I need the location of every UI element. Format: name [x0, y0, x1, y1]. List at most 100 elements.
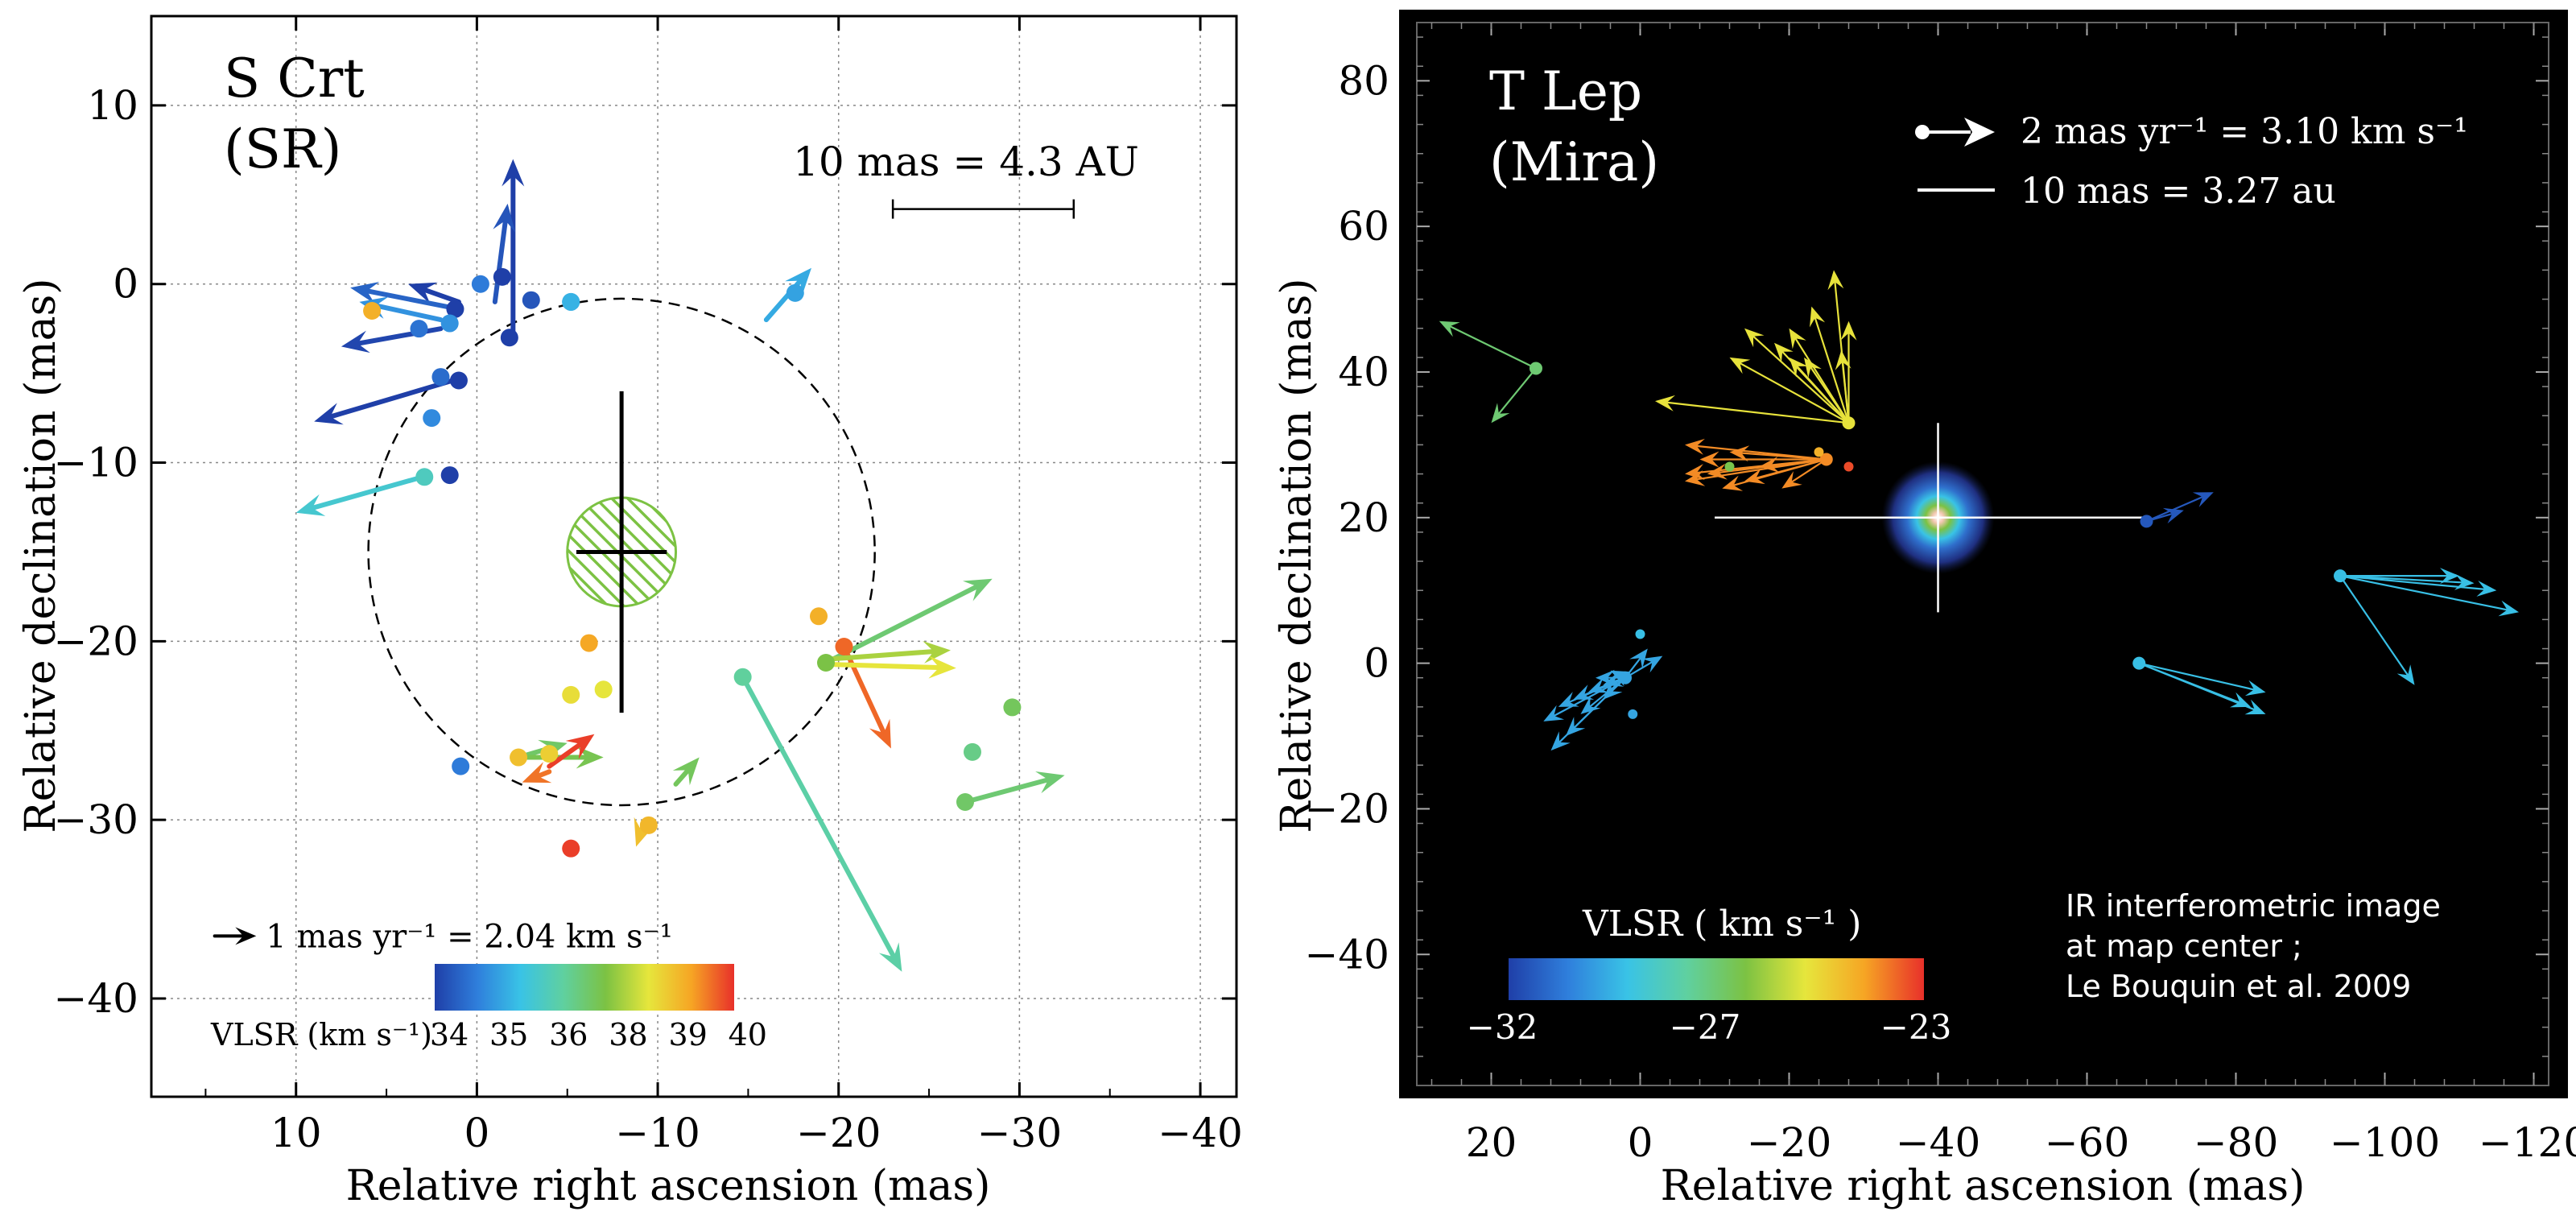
motion-vector [1729, 445, 1827, 462]
y-tick-label: −30 [53, 796, 138, 843]
maser-spot [471, 275, 489, 293]
maser-spot [1619, 671, 1632, 684]
motion-vector [740, 674, 902, 972]
motion-vector [547, 734, 595, 769]
x-tick-label: −40 [1158, 1110, 1243, 1156]
y-tick-label: 0 [113, 261, 138, 308]
y-tick-label: 60 [1338, 203, 1389, 250]
motion-vector [1781, 458, 1827, 489]
maser-spot [540, 745, 559, 763]
maser-spot [440, 314, 459, 333]
x-tick-label: 20 [1466, 1119, 1517, 1166]
maser-spot [963, 742, 981, 761]
x-tick-label: −40 [1896, 1119, 1981, 1166]
maser-spot [1842, 416, 1856, 430]
maser-spot [363, 302, 382, 320]
motion-vectors [295, 159, 1065, 972]
maser-spot [1530, 362, 1542, 375]
motion-vector [2339, 568, 2459, 585]
colorbar-tick-label: 35 [489, 1017, 528, 1052]
maser-spot [835, 638, 853, 656]
y-tick-label: 10 [87, 82, 138, 129]
motion-vector [1685, 458, 1827, 480]
motion-vector [1491, 367, 1538, 424]
colorbar-tick-label: 34 [430, 1017, 469, 1052]
maser-spot [733, 668, 752, 686]
maser-spot [1814, 447, 1824, 457]
maser-spot [956, 793, 974, 811]
colorbar-tick-labels: 34 35 36 38 39 40 [430, 1017, 767, 1052]
star-class: (SR) [224, 118, 341, 180]
motion-vector [827, 641, 951, 664]
motion-vector [1835, 349, 1852, 424]
y-tick-label: 0 [1364, 640, 1389, 687]
motion-vector [522, 762, 552, 784]
ticks [151, 16, 1236, 1097]
x-tick-labels: 20 0 −20 −40 −60 −80 −100 −120 [1466, 1119, 2576, 1166]
maser-spot [431, 368, 450, 387]
maser-spot [1819, 453, 1833, 466]
ir-note: IR interferometric image at map center ;… [2066, 888, 2441, 1004]
motion-vector [492, 203, 516, 304]
maser-spot [1635, 629, 1645, 639]
maser-spot [452, 757, 470, 775]
maser-spot [2132, 656, 2146, 670]
panel-t-lep: 200−20−40−60−80−100−120 806040200−20−40 … [1273, 10, 2576, 1210]
maser-spots [363, 267, 1022, 858]
maser-spot [500, 329, 518, 347]
reference-circle [367, 297, 876, 807]
maser-spot [2334, 569, 2347, 583]
x-tick-label: −20 [796, 1110, 881, 1156]
plot-frame [1416, 22, 2549, 1086]
maser-spot [1843, 461, 1854, 472]
motion-vector [350, 282, 461, 312]
motion-vector [963, 771, 1065, 804]
motion-vector [832, 655, 956, 679]
velocity-key-label: 1 mas yr⁻¹ = 2.04 km s⁻¹ [266, 918, 672, 955]
colorbar-tick-labels: −32 −27 −23 [1467, 1007, 1952, 1047]
maser-spot [440, 466, 459, 485]
maser-spot [1628, 709, 1638, 719]
motion-vector [1729, 357, 1850, 424]
star-class: (Mira) [1489, 131, 1659, 193]
x-tick-label: 10 [270, 1110, 322, 1156]
maser-spot [580, 634, 598, 652]
x-tick-label: 0 [464, 1110, 489, 1156]
scale-bar [891, 199, 1075, 219]
maser-spot [810, 607, 828, 626]
motion-vector [502, 159, 525, 337]
y-tick-labels: 10 0 −10 −20 −30 −40 [53, 82, 138, 1022]
motion-vector [672, 757, 700, 787]
motion-vector [2138, 662, 2266, 697]
x-axis-label: Relative right ascension (mas) [346, 1162, 991, 1210]
y-tick-label: −40 [1304, 931, 1389, 978]
maser-spot [510, 748, 528, 767]
maser-spot [562, 685, 580, 704]
maser-spot [562, 839, 580, 858]
scale-bar-label: 10 mas = 3.27 au [2021, 171, 2336, 212]
maser-spot [2140, 515, 2153, 528]
motion-vector [1655, 395, 1850, 424]
maser-spots [1530, 362, 2347, 719]
motion-vector [1722, 458, 1827, 491]
colorbar [1509, 958, 1924, 1000]
motion-vector [2145, 492, 2214, 523]
ir-note-line: at map center ; [2066, 928, 2302, 964]
maser-spot [786, 283, 804, 302]
y-tick-label: −40 [53, 975, 138, 1022]
x-tick-label: −30 [977, 1110, 1063, 1156]
maser-spot [562, 292, 580, 311]
motion-vector [1744, 328, 1850, 424]
maser-spot [446, 300, 464, 318]
colorbar [435, 964, 734, 1011]
star-name: S Crt [224, 48, 365, 110]
y-tick-label: −20 [1304, 785, 1389, 832]
ticks [1417, 23, 2549, 1085]
scale-bar-label: 10 mas = 4.3 AU [793, 139, 1139, 185]
motion-vector [2138, 662, 2266, 715]
velocity-key-label: 2 mas yr⁻¹ = 3.10 km s⁻¹ [2021, 111, 2468, 152]
motion-vector [1699, 451, 1827, 468]
y-tick-label: 80 [1338, 57, 1389, 104]
colorbar-tick-label: −32 [1467, 1007, 1538, 1047]
maser-spot [817, 653, 836, 672]
